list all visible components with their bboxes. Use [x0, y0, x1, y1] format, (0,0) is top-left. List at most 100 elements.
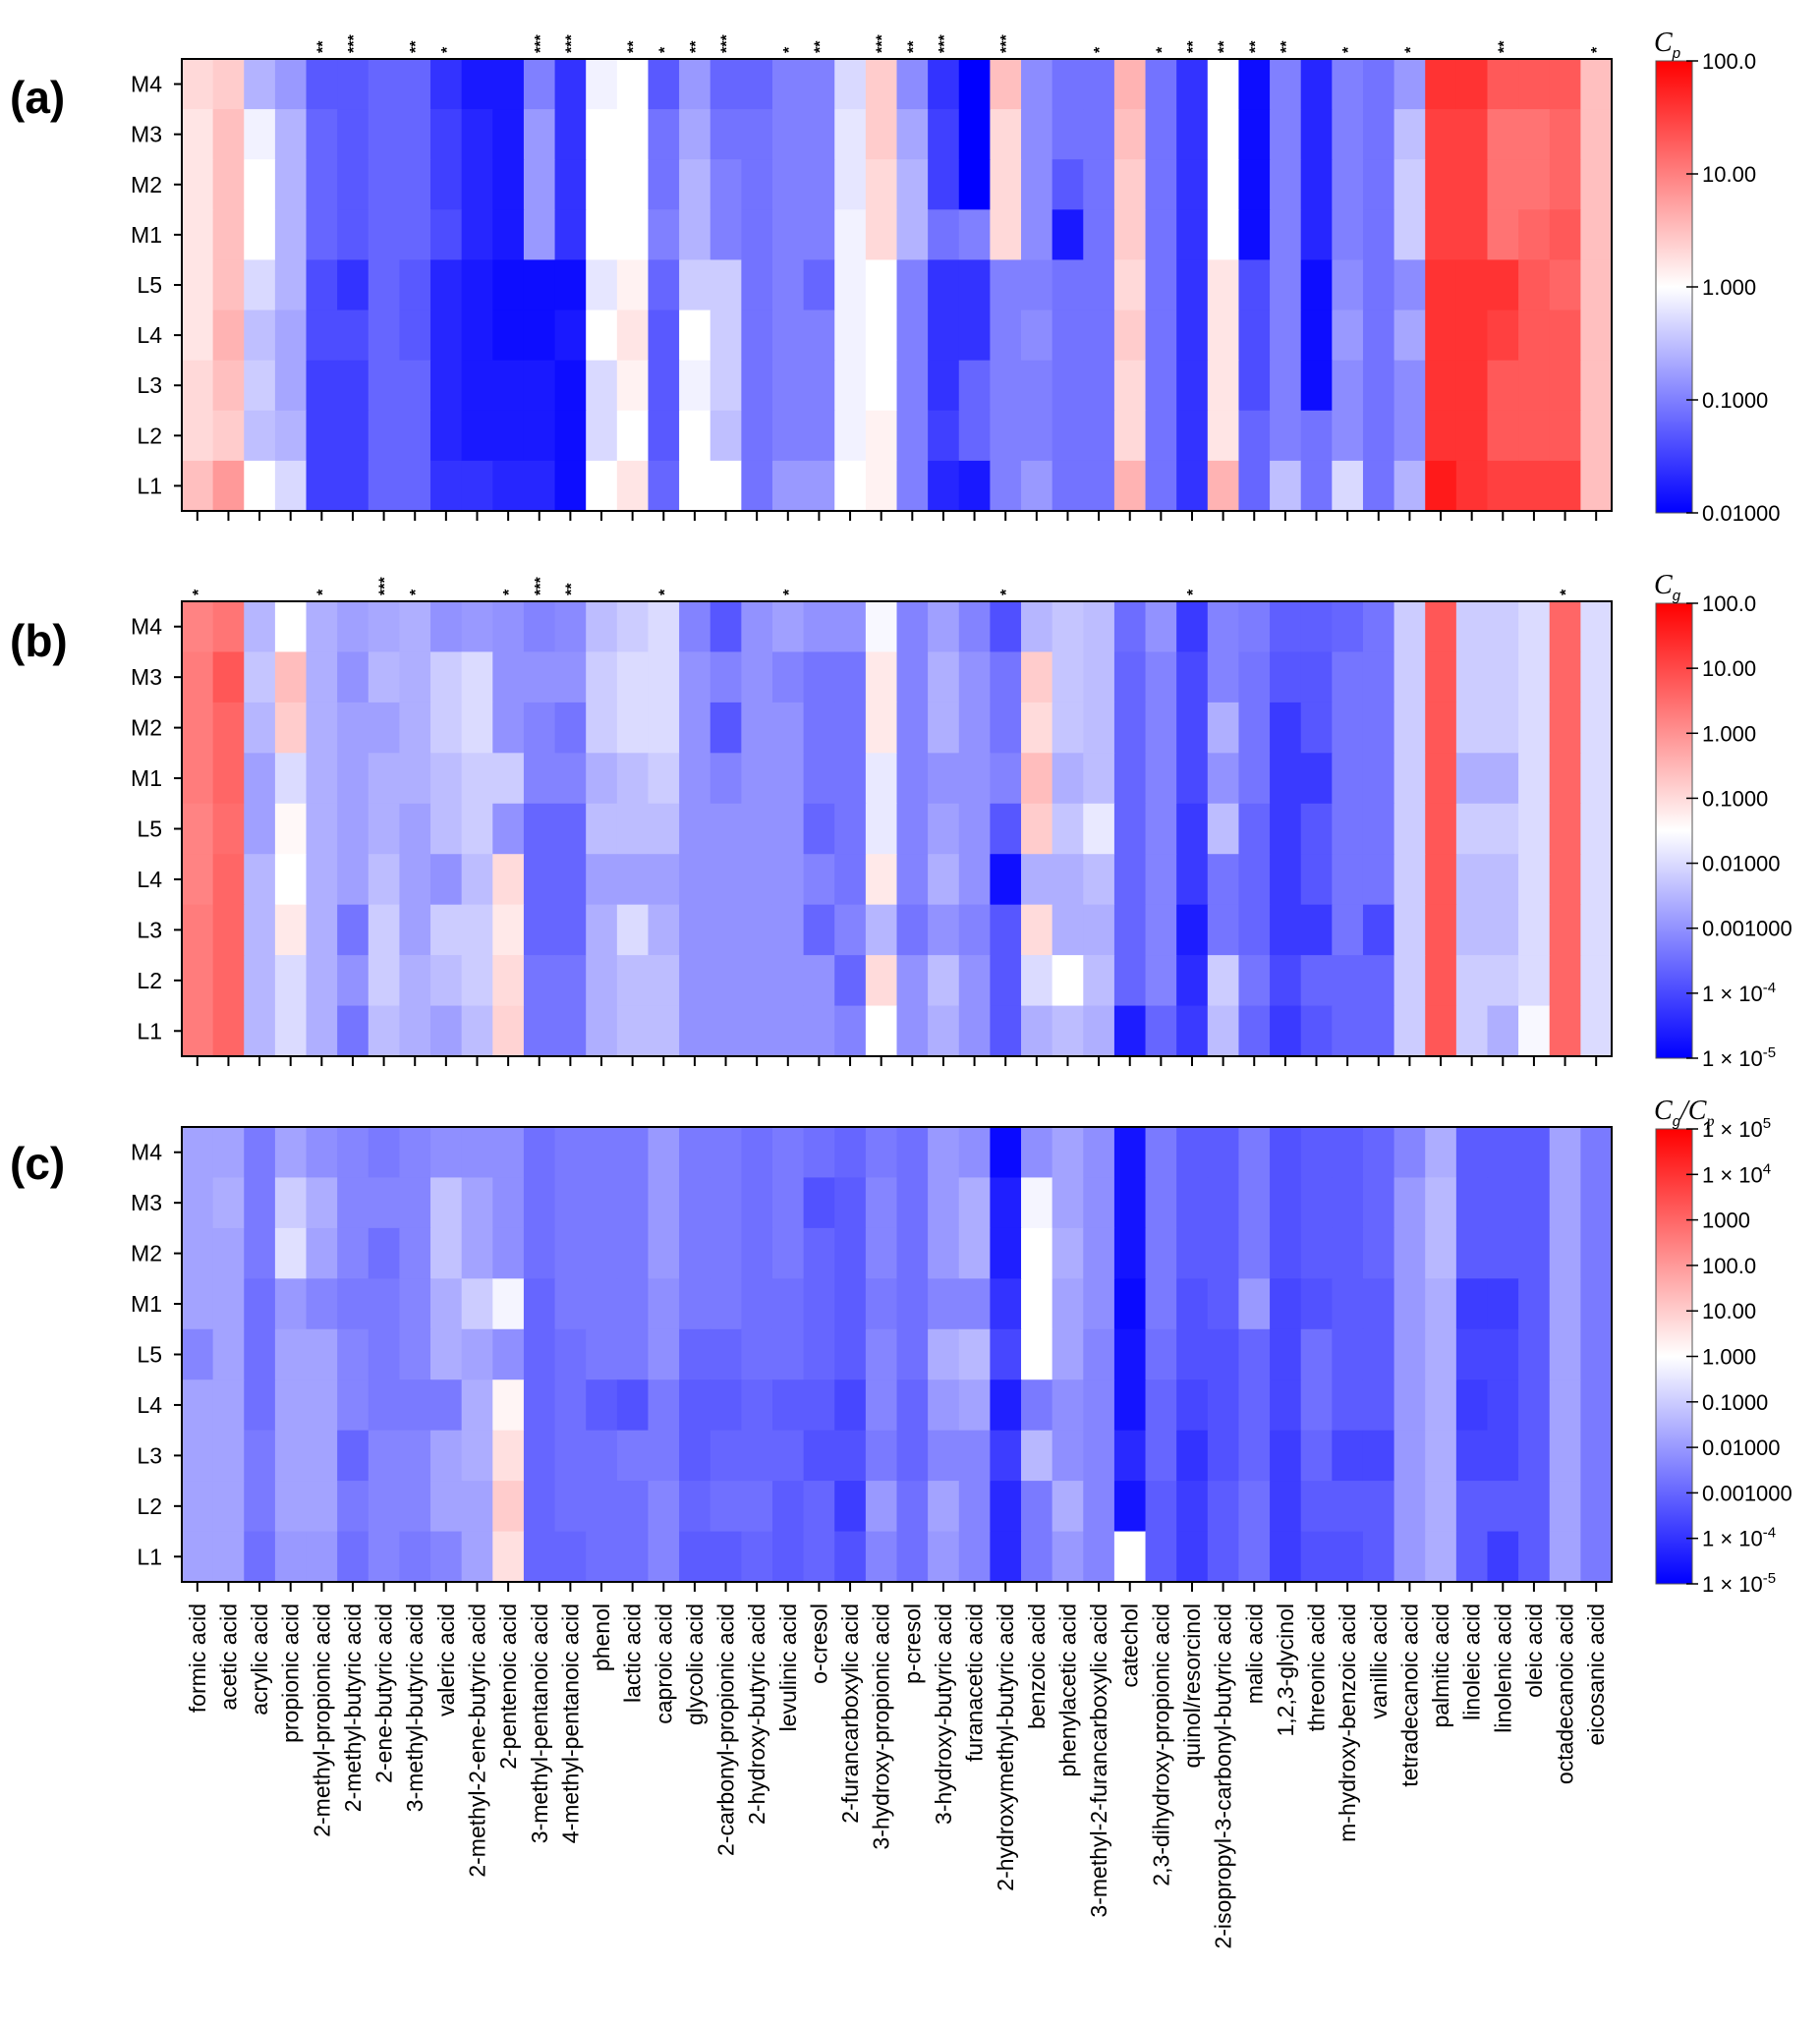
heatmap-cell	[928, 1127, 960, 1179]
heatmap-cell	[337, 1005, 370, 1057]
heatmap-cell	[399, 1531, 431, 1583]
heatmap-cell	[679, 259, 711, 311]
heatmap-cell	[616, 159, 650, 210]
heatmap-cell	[741, 159, 773, 210]
heatmap-cell	[741, 1177, 773, 1229]
heatmap-cell	[337, 1531, 370, 1583]
heatmap-cell	[1270, 1227, 1302, 1279]
heatmap-cell	[306, 460, 338, 512]
heatmap-cell	[1052, 310, 1084, 362]
heatmap-cell	[399, 955, 431, 1007]
row-label: L3	[137, 372, 162, 398]
heatmap-cell	[990, 1127, 1022, 1179]
column-label: 1,2,3-glycinol	[1273, 1604, 1298, 1737]
heatmap-cell	[1021, 59, 1053, 110]
heatmap-cell	[306, 601, 338, 653]
heatmap-cell	[1083, 460, 1115, 512]
heatmap-cell	[865, 360, 898, 412]
heatmap-cell	[1580, 753, 1613, 805]
heatmap-cell	[1113, 651, 1147, 703]
heatmap-cell	[461, 1481, 493, 1533]
heatmap-cell	[865, 601, 898, 653]
heatmap-cell	[274, 360, 308, 412]
heatmap-cell	[1362, 1227, 1395, 1279]
heatmap-cell	[182, 109, 214, 160]
heatmap-cell	[1487, 410, 1519, 462]
heatmap-cell	[523, 955, 556, 1007]
heatmap-cell	[1393, 1531, 1426, 1583]
heatmap-cell	[1238, 460, 1271, 512]
significance-mark: *	[439, 46, 456, 53]
colorbar	[1655, 602, 1693, 1059]
heatmap-cell	[1145, 1531, 1177, 1583]
heatmap-cell	[1425, 109, 1457, 160]
heatmap-cell	[1021, 360, 1053, 412]
heatmap-cell	[1332, 1379, 1364, 1432]
heatmap-cell	[586, 1005, 618, 1057]
heatmap-cell	[710, 159, 742, 210]
heatmap-cell	[492, 1227, 525, 1279]
heatmap-cell	[1518, 904, 1551, 956]
heatmap-cell	[586, 1278, 618, 1330]
heatmap-cell	[865, 1481, 898, 1533]
heatmap-cell	[368, 955, 401, 1007]
heatmap-cell	[1425, 854, 1457, 906]
heatmap-cell	[1176, 259, 1209, 311]
heatmap-cell	[1083, 1328, 1115, 1380]
column-label: formic acid	[185, 1604, 210, 1713]
heatmap-cell	[1176, 209, 1209, 261]
heatmap-cell	[1270, 1005, 1302, 1057]
heatmap-cell	[182, 803, 214, 855]
heatmap-cell	[399, 1127, 431, 1179]
heatmap-cell	[958, 259, 991, 311]
heatmap-cell	[1549, 601, 1581, 653]
row-label: L5	[137, 816, 162, 842]
heatmap-cell	[1487, 601, 1519, 653]
heatmap-cell	[1238, 410, 1271, 462]
heatmap-cell	[212, 1481, 245, 1533]
heatmap-cell	[710, 803, 742, 855]
heatmap-cell	[182, 1227, 214, 1279]
heatmap-cell	[1145, 1177, 1177, 1229]
heatmap-cell	[1300, 460, 1333, 512]
heatmap-cell	[679, 1430, 711, 1482]
heatmap-cell	[990, 159, 1022, 210]
heatmap-cell	[274, 460, 308, 512]
heatmap-cell	[1145, 360, 1177, 412]
heatmap-cell	[928, 259, 960, 311]
heatmap-cell	[1487, 360, 1519, 412]
heatmap-cell	[182, 460, 214, 512]
heatmap-cell	[306, 854, 338, 906]
heatmap-cell	[1518, 1531, 1551, 1583]
heatmap-cell	[1238, 59, 1271, 110]
significance-mark: *	[1340, 46, 1357, 53]
heatmap-cell	[368, 1481, 401, 1533]
heatmap-cell	[1518, 159, 1551, 210]
heatmap-cell	[1052, 1531, 1084, 1583]
heatmap-cell	[771, 803, 805, 855]
heatmap-cell	[182, 1481, 214, 1533]
heatmap-cell	[1270, 651, 1302, 703]
heatmap-cell	[1052, 702, 1084, 754]
row-label: L3	[137, 917, 162, 942]
heatmap-cell	[430, 1005, 463, 1057]
heatmap-cell	[399, 59, 431, 110]
heatmap-cell	[1300, 1481, 1333, 1533]
column-label: malic acid	[1241, 1604, 1267, 1704]
heatmap-cell	[1580, 1430, 1613, 1482]
heatmap-cell	[212, 259, 245, 311]
heatmap-cell	[1145, 1430, 1177, 1482]
heatmap-cell	[741, 651, 773, 703]
heatmap-cell	[1207, 310, 1240, 362]
heatmap-cell	[990, 1177, 1022, 1229]
heatmap-cell	[1113, 410, 1147, 462]
heatmap-cell	[430, 159, 463, 210]
row-label: L1	[137, 1018, 162, 1043]
heatmap-cell	[1052, 904, 1084, 956]
heatmap-cell	[896, 360, 929, 412]
column-label: lactic acid	[620, 1604, 646, 1703]
significance-mark: *	[656, 589, 673, 595]
heatmap-cell	[554, 410, 587, 462]
heatmap-cell	[554, 1177, 587, 1229]
